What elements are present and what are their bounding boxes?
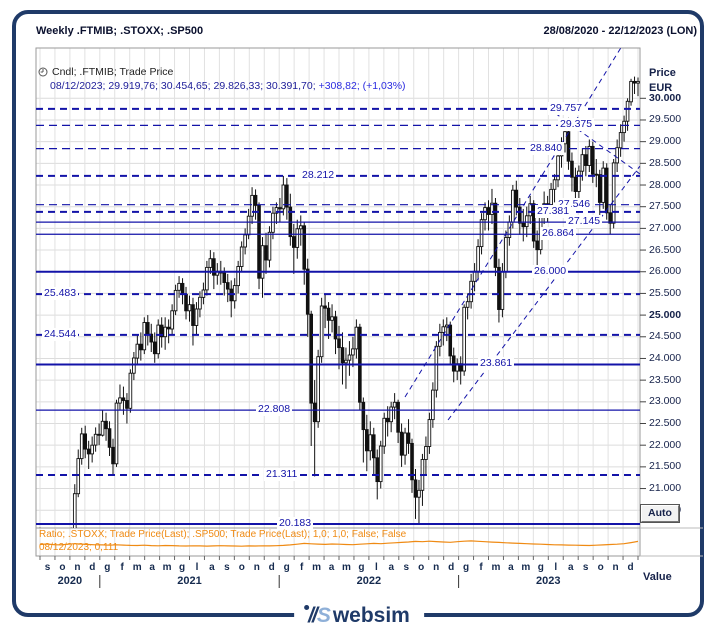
month-label: l — [374, 562, 378, 573]
month-label: a — [209, 562, 215, 573]
level-label: 25.483 — [42, 287, 79, 301]
level-label: 27.145 — [566, 215, 603, 229]
websim-logo: //S websim — [294, 597, 424, 635]
price-tick-label: 22.500 — [649, 417, 682, 429]
price-tick-label: 27.500 — [649, 200, 682, 213]
level-label: 20.183 — [277, 516, 314, 530]
month-label: o — [238, 562, 245, 573]
clock-icon — [38, 67, 48, 77]
month-label: m — [342, 562, 351, 573]
level-label: 28.212 — [300, 168, 337, 182]
month-label: s — [582, 562, 589, 573]
month-label: g — [283, 562, 290, 573]
price-tick-label: 26.500 — [649, 243, 682, 256]
price-tick-label: 21.500 — [649, 460, 682, 473]
month-label: o — [418, 562, 425, 573]
month-label: m — [312, 562, 322, 573]
series-legend: Cndl; .FTMIB; Trade Price 08/12/2023; 29… — [38, 66, 406, 92]
year-label: 2023 — [536, 575, 561, 587]
month-label: n — [433, 562, 440, 573]
month-label: o — [597, 562, 604, 573]
month-label: m — [521, 562, 531, 573]
price-tick-label: 28.000 — [649, 178, 682, 191]
level-label: 22.808 — [256, 403, 293, 417]
level-label: 29.375 — [558, 118, 595, 132]
price-tick-label: 26.000 — [649, 265, 682, 278]
price-tick-label: 22.000 — [649, 438, 682, 451]
month-label: l — [195, 562, 199, 573]
price-tick-label: 29.000 — [649, 135, 682, 148]
month-label: n — [253, 562, 260, 573]
year-label: 2022 — [356, 575, 382, 587]
websim-logo-word: websim — [332, 604, 410, 627]
month-label: a — [328, 562, 335, 573]
level-label: 21.311 — [264, 468, 300, 482]
auto-scale-button[interactable]: Auto — [641, 505, 679, 522]
month-label: l — [554, 562, 558, 573]
websim-logo-mark-icon: // — [304, 604, 318, 628]
month-label: g — [537, 562, 544, 573]
month-label: a — [567, 562, 574, 573]
level-label: 23.861 — [478, 357, 515, 371]
price-tick-label: 25.000 — [649, 308, 682, 321]
month-label: n — [612, 562, 619, 573]
plot-area[interactable] — [36, 48, 640, 528]
value-axis-label: Value — [643, 571, 672, 583]
month-label: s — [224, 562, 230, 573]
price-tick-label: 25.500 — [649, 286, 682, 299]
month-label: a — [388, 562, 395, 573]
month-label: d — [627, 562, 634, 573]
month-label: n — [74, 562, 81, 573]
price-axis-title: Price — [649, 67, 676, 79]
price-tick-label: 24.000 — [649, 351, 682, 364]
price-tick-label: 30.000 — [649, 91, 682, 104]
legend-ohlc-row: 08/12/2023; 29.919,76; 30.454,65; 29.826… — [50, 80, 406, 92]
month-label: o — [59, 562, 66, 573]
price-tick-label: 28.500 — [649, 156, 682, 169]
year-label: 2020 — [57, 575, 83, 587]
level-label: 28.840 — [528, 141, 565, 155]
ratio-legend-line1: Ratio; .STOXX; Trade Price(Last); .SP500… — [39, 529, 407, 540]
month-label: a — [149, 562, 155, 573]
month-label: g — [358, 562, 365, 573]
month-label: m — [162, 562, 172, 573]
month-label: s — [44, 562, 51, 573]
level-label: 27.381 — [535, 204, 572, 218]
price-tick-label: 27.000 — [649, 221, 682, 234]
legend-series-label: Cndl; .FTMIB; Trade Price — [52, 66, 174, 78]
price-tick-label: 23.000 — [649, 395, 682, 408]
month-label: f — [479, 562, 483, 573]
price-tick-label: 21.000 — [649, 482, 682, 495]
date-range: 28/08/2020 - 22/12/2023 (LON) — [543, 25, 697, 37]
price-tick-label: 23.500 — [649, 373, 682, 386]
websim-logo-s-icon: S — [316, 604, 331, 627]
level-label: 24.544 — [42, 327, 79, 341]
level-label: 29.757 — [548, 101, 585, 115]
year-label: 2021 — [177, 575, 202, 587]
month-label: g — [104, 562, 111, 573]
month-label: s — [403, 562, 410, 573]
page-title: Weekly .FTMIB; .STOXX; .SP500 — [36, 25, 204, 37]
price-axis-currency: EUR — [649, 82, 673, 94]
month-label: m — [491, 562, 501, 573]
month-label: a — [508, 562, 514, 573]
month-label: d — [448, 562, 455, 573]
legend-ohlc-values: 08/12/2023; 29.919,76; 30.454,65; 29.826… — [50, 80, 319, 92]
ratio-legend-line2: 08/12/2023; 0,111 — [39, 542, 119, 553]
level-label: 26.864 — [540, 227, 577, 241]
price-tick-label: 29.500 — [649, 113, 682, 126]
month-label: d — [89, 562, 96, 573]
month-label: m — [132, 562, 142, 573]
level-label: 26.000 — [532, 264, 569, 278]
month-label: f — [299, 562, 304, 573]
month-label: g — [178, 562, 186, 573]
month-label: g — [463, 562, 470, 573]
month-label: d — [268, 562, 275, 573]
price-tick-label: 24.500 — [649, 330, 682, 343]
month-label: f — [120, 562, 124, 573]
legend-change-value: +308,82; (+1,03%) — [318, 80, 406, 92]
